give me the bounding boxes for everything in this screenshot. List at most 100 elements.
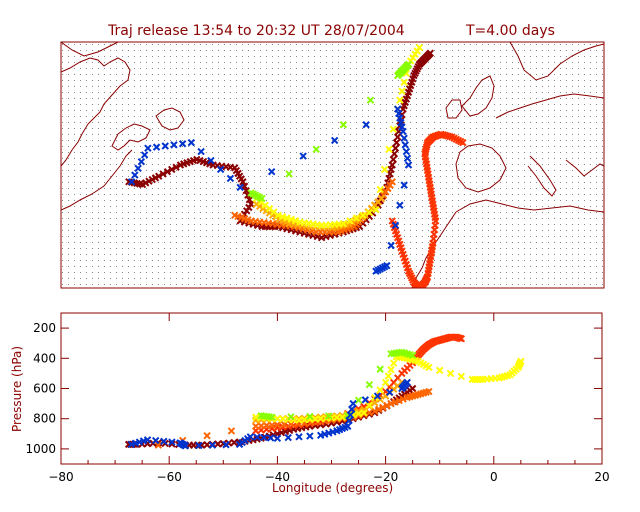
profile-trajectories [124,333,525,450]
nova-scotia-coast [111,123,151,151]
profile-trajectory-point [349,399,357,408]
map-panel [60,41,605,289]
map-trajectory-point [242,187,250,195]
profile-trajectory-point [287,420,295,428]
y-tick-label: 1000 [25,442,56,456]
profile-trajectory-point [345,416,353,425]
map-trajectory-point [172,163,180,171]
profile-ticks [60,313,603,464]
map-trajectory-point [415,43,424,52]
map-trajectory-point [372,267,380,275]
map-trajectory-point [459,138,467,147]
us-east-coast [61,149,133,211]
profile-panel: −80 −60 −40 −20 0 20 200 400 600 800 1000 Longitud… [10,312,610,495]
british-isles-coast [461,75,495,117]
profile-trajectory-point [375,405,383,413]
profile-trajectory-point [306,432,314,440]
profile-trajectory-point [435,366,444,375]
map-trajectory-point [330,136,339,145]
profile-trajectory-point [457,372,466,381]
x-tick-label: −20 [373,470,398,484]
map-trajectory-point [239,178,247,186]
map-trajectory-point [377,194,386,203]
map-trajectory-point [285,170,293,178]
map-trajectory-point [226,174,235,183]
profile-trajectory-point [354,410,363,418]
profile-trajectory-point [403,378,411,387]
newfoundland-coast [155,107,185,131]
ireland-coast [445,99,463,119]
x-tick-label: 0 [490,470,498,484]
map-trajectory-point [426,49,434,57]
time-label: T=4.00 days [465,23,555,39]
map-trajectory-point [400,181,408,189]
profile-trajectory-point [385,388,394,396]
figure-title: Traj release 13:54 to 20:32 UT 28/07/200… [107,23,405,39]
map-trajectory-point [170,141,178,149]
profile-trajectory-point [376,386,384,394]
profile-trajectory-point [273,434,282,443]
map-trajectory-point [389,125,398,133]
profile-trajectory-point [344,422,352,430]
x-tick-label: −60 [157,470,182,484]
y-tick-label: 800 [33,412,56,426]
profile-trajectory-point [195,441,203,450]
profile-trajectory-point [284,433,292,442]
map-trajectory-point [359,211,367,220]
profile-trajectory-point [227,427,236,435]
profile-trajectory-point [360,408,368,417]
map-trajectory-point [387,241,395,250]
profile-trajectory-point [208,441,217,449]
map-trajectory-point [137,157,146,166]
map-frame [60,41,605,289]
mediterranean-south-coast [455,199,604,213]
map-trajectory-point [140,151,149,159]
iberia-coast [455,143,507,193]
map-trajectory-point [393,133,402,141]
map-trajectory-point [391,144,400,152]
map-trajectory-point [399,127,407,136]
profile-trajectory-point [384,372,393,380]
x-tick-label: −40 [265,470,290,484]
y-tick-label: 600 [33,382,56,396]
y-tick-label: 200 [33,321,56,335]
map-trajectory-point [339,121,348,129]
map-trajectory-point [396,201,404,209]
map-trajectory-point [385,145,393,154]
profile-tick-labels: −80 −60 −40 −20 0 20 200 400 600 800 1000 [25,321,609,484]
map-trajectory-point [258,194,266,203]
north-america-coast [61,57,131,167]
profile-trajectory-point [266,434,275,442]
map-trajectories [125,43,467,288]
profile-trajectory-point [253,433,261,441]
map-trajectory-point [352,214,361,222]
profile-trajectory-point [387,365,395,374]
x-tick-label: −80 [48,470,73,484]
profile-trajectory-point [446,369,455,378]
profile-trajectory-point [399,395,407,403]
profile-trajectory-point [383,401,391,410]
profile-trajectory-point [348,405,356,413]
scandinavia-coast [509,42,604,81]
profile-trajectory-point [354,396,363,404]
map-trajectory-point [134,164,142,173]
profile-trajectory-point [143,436,152,444]
profile-trajectory-point [260,433,268,442]
profile-trajectory-point [379,403,387,412]
map-trajectory-point [127,178,136,186]
map-trajectory-point [392,138,401,147]
europe-mainland-coast [495,93,604,119]
map-trajectory-point [362,121,370,129]
profile-trajectory-point [371,407,379,415]
map-trajectory-point [398,87,406,95]
map-trajectory-point [376,185,384,194]
x-tick-label: 20 [594,470,609,484]
map-trajectory-point [245,195,254,204]
profile-trajectory-point [408,351,417,359]
profile-trajectory-point [361,396,370,404]
profile-trajectory-point [160,437,168,446]
map-trajectory-point [388,161,396,169]
profile-trajectory-point [387,399,395,408]
map-trajectory-point [404,161,413,169]
